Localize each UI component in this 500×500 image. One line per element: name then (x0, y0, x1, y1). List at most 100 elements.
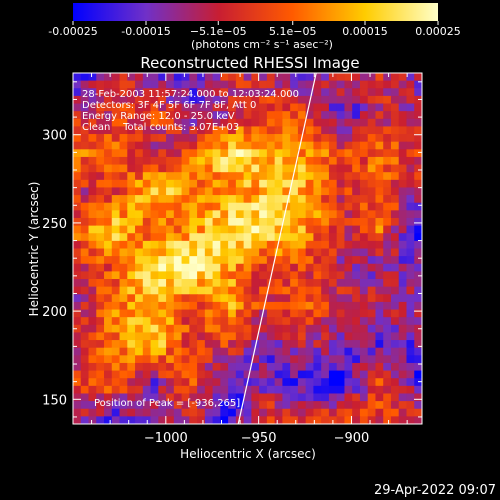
heatmap-cell (359, 95, 369, 105)
heatmap-cell (135, 286, 144, 295)
heatmap-cell (313, 378, 322, 387)
heatmap-cell (414, 118, 422, 128)
heatmap-cell (251, 393, 260, 402)
heatmap-cell (73, 103, 82, 112)
heatmap-cell (158, 126, 167, 135)
heatmap-cell (297, 118, 307, 128)
heatmap-cell (111, 393, 121, 402)
heatmap-cell (119, 88, 128, 97)
heatmap-cell (398, 355, 408, 364)
heatmap-cell (336, 195, 346, 204)
heatmap-cell (111, 416, 121, 424)
heatmap-cell (297, 179, 307, 189)
heatmap-cell (352, 256, 361, 265)
heatmap-cell (88, 408, 97, 417)
heatmap-cell (127, 80, 136, 89)
heatmap-cell (375, 156, 384, 166)
heatmap-cell (359, 111, 369, 120)
heatmap-cell (88, 340, 97, 349)
heatmap-cell (297, 271, 307, 280)
heatmap-cell (104, 340, 113, 349)
heatmap-cell (204, 195, 214, 204)
heatmap-cell (228, 248, 237, 257)
heatmap-cell (228, 286, 237, 295)
heatmap-cell (336, 347, 346, 356)
heatmap-cell (383, 103, 392, 112)
heatmap-cell (135, 256, 144, 265)
colorbar-ticks: -0.00025 -0.00015 −5.1e−05 5.1e−05 0.00015 0.… (48, 21, 461, 38)
heatmap-cell (259, 271, 268, 280)
heatmap-cell (344, 210, 353, 219)
heatmap-cell (235, 408, 245, 417)
heatmap-cell (96, 111, 105, 120)
heatmap-cell (390, 378, 400, 387)
heatmap-cell (96, 95, 105, 105)
heatmap-cell (259, 393, 268, 402)
heatmap-cell (290, 362, 299, 372)
heatmap-cell (290, 103, 299, 112)
heatmap-cell (305, 248, 315, 257)
heatmap-cell (328, 370, 338, 379)
heatmap-cell (328, 80, 338, 89)
heatmap-cell (259, 286, 268, 295)
heatmap-cell (111, 271, 121, 280)
heatmap-cell (181, 118, 190, 128)
heatmap-cell (104, 401, 113, 410)
heatmap-cell (150, 385, 159, 395)
heatmap-cell (290, 95, 299, 105)
heatmap-cell (297, 301, 307, 311)
heatmap-cell (119, 73, 128, 82)
heatmap-cell (142, 362, 152, 372)
heatmap-cell (220, 370, 229, 379)
heatmap-cell (243, 103, 252, 112)
heatmap-cell (204, 332, 214, 341)
heatmap-cell (135, 279, 144, 288)
heatmap-cell (127, 309, 136, 318)
heatmap-cell (282, 233, 291, 242)
heatmap-cell (398, 126, 408, 135)
heatmap-cell (73, 393, 82, 402)
heatmap-cell (321, 240, 330, 250)
heatmap-cell (127, 340, 136, 349)
heatmap-cell (204, 225, 214, 234)
heatmap-cell (189, 187, 198, 196)
heatmap-cell (96, 172, 105, 181)
heatmap-cell (305, 309, 315, 318)
heatmap-cell (383, 256, 392, 265)
heatmap-cell (290, 240, 299, 250)
heatmap-cell (80, 279, 90, 288)
heatmap-cell (321, 141, 330, 150)
heatmap-cell (266, 332, 276, 341)
colorbar-tick-label: -0.00015 (121, 25, 170, 38)
heatmap-cell (344, 286, 353, 295)
x-tick-label: −1000 (144, 431, 188, 446)
heatmap-cell (383, 416, 392, 424)
heatmap-cell (375, 187, 384, 196)
heatmap-cell (336, 286, 346, 295)
heatmap-cell (359, 248, 369, 257)
heatmap-cell (235, 172, 245, 181)
heatmap-cell (150, 225, 159, 234)
heatmap-cell (383, 271, 392, 280)
heatmap-cell (321, 271, 330, 280)
heatmap-cell (352, 179, 361, 189)
heatmap-cell (383, 141, 392, 150)
heatmap-cell (158, 385, 167, 395)
heatmap-cell (383, 80, 392, 89)
heatmap-cell (173, 118, 183, 128)
heatmap-cell (251, 210, 260, 219)
heatmap-cell (406, 370, 415, 379)
heatmap-cell (197, 233, 206, 242)
heatmap-cell (181, 340, 190, 349)
heatmap-cell (367, 141, 377, 150)
heatmap-cell (150, 340, 159, 349)
heatmap-cell (235, 355, 245, 364)
heatmap-cell (328, 401, 338, 410)
heatmap-cell (352, 149, 361, 158)
heatmap-cell (173, 88, 183, 97)
heatmap-cell (305, 195, 315, 204)
heatmap-cell (375, 195, 384, 204)
heatmap-cell (414, 340, 422, 349)
heatmap-cell (96, 134, 105, 143)
heatmap-cell (328, 263, 338, 272)
